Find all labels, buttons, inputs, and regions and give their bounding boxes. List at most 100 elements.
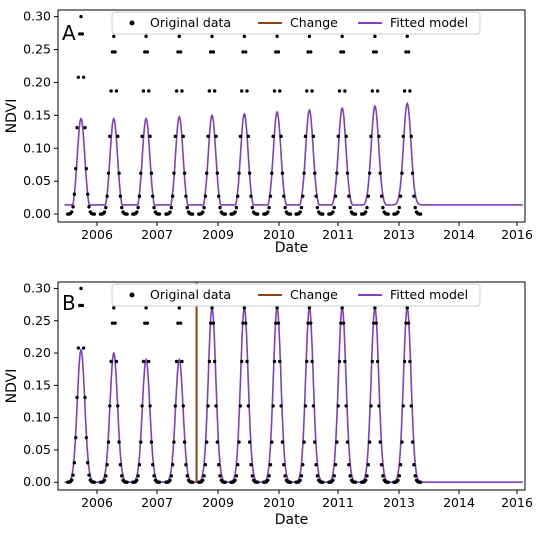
y-tick-label: 0.00 (23, 206, 51, 221)
original-data-point (271, 404, 275, 408)
original-data-point (412, 194, 416, 198)
original-data-point (309, 321, 313, 325)
original-data-point (331, 210, 335, 214)
original-data-point (139, 440, 143, 444)
original-data-point (114, 359, 119, 364)
original-data-point (177, 34, 181, 39)
original-data-point (170, 462, 175, 467)
original-data-point (202, 205, 206, 210)
original-data-point (302, 440, 306, 444)
original-data-point (245, 89, 249, 93)
original-data-point (396, 210, 400, 214)
original-data-point (218, 474, 222, 478)
original-data-point (365, 474, 369, 478)
original-data-point (136, 474, 140, 478)
original-data-point (343, 89, 347, 93)
original-data-point (337, 89, 342, 93)
panel-letter-b: B (62, 291, 76, 315)
original-data-point (211, 50, 216, 54)
original-data-point (282, 462, 286, 467)
original-data-point (149, 440, 154, 444)
original-data-point (405, 306, 409, 310)
original-data-point (250, 474, 255, 478)
original-data-point (418, 212, 423, 216)
original-data-point (92, 212, 96, 216)
original-data-point (241, 321, 245, 325)
original-data-point (80, 303, 85, 308)
original-data-point (75, 395, 79, 400)
original-data-point (125, 212, 129, 216)
original-data-point (223, 480, 228, 484)
original-data-point (311, 404, 316, 408)
original-data-point (172, 440, 176, 444)
original-data-point (216, 194, 221, 198)
original-data-point (180, 89, 184, 93)
original-data-point (313, 171, 317, 175)
original-data-point (396, 478, 400, 483)
y-tick-label: 0.05 (23, 173, 51, 188)
original-data-point (268, 462, 273, 467)
original-data-point (363, 210, 368, 214)
original-data-point (206, 134, 210, 139)
original-data-point (211, 321, 216, 325)
original-data-point (410, 440, 415, 444)
original-data-point (378, 440, 382, 444)
original-data-point (109, 89, 113, 93)
x-tick-label: 2016 (501, 227, 533, 242)
original-data-point (267, 205, 271, 210)
original-data-point (238, 134, 243, 139)
original-data-point (280, 440, 285, 444)
original-data-point (341, 50, 346, 54)
original-data-point (236, 194, 240, 198)
original-data-point (120, 474, 124, 478)
original-data-point (410, 171, 415, 175)
original-data-point (315, 205, 320, 210)
original-data-point (72, 192, 77, 196)
original-data-point (170, 194, 175, 198)
original-data-point (102, 478, 107, 483)
x-tick-label: 2016 (501, 495, 533, 510)
original-data-point (401, 134, 405, 139)
original-data-point (243, 50, 248, 54)
original-data-point (79, 14, 83, 19)
original-data-point (190, 212, 195, 216)
original-data-point (404, 321, 408, 325)
original-data-point (238, 404, 243, 408)
original-data-point (353, 212, 358, 216)
original-data-point (174, 359, 179, 364)
original-data-point (87, 473, 91, 477)
original-data-point (174, 89, 179, 93)
original-data-point (152, 205, 156, 210)
original-data-point (337, 359, 342, 364)
original-data-point (345, 440, 350, 444)
original-data-point (280, 171, 285, 175)
original-data-point (135, 210, 139, 214)
original-data-point (305, 359, 309, 364)
x-axis-label: Date (275, 240, 308, 256)
original-data-point (377, 404, 381, 408)
original-data-point (117, 440, 121, 444)
original-data-point (247, 440, 252, 444)
original-data-point (307, 306, 312, 310)
original-data-point (214, 134, 218, 139)
original-data-point (216, 462, 221, 467)
original-data-point (83, 395, 87, 400)
original-data-point (336, 134, 340, 139)
x-tick-label: 2011 (322, 495, 354, 510)
original-data-point (288, 480, 293, 484)
original-data-point (207, 359, 212, 364)
original-data-point (180, 359, 184, 364)
original-data-point (303, 134, 308, 139)
original-data-point (125, 480, 129, 484)
original-data-point (77, 303, 82, 308)
original-data-point (374, 50, 378, 54)
original-data-point (310, 89, 314, 93)
original-data-point (177, 306, 181, 310)
original-data-point (377, 134, 381, 139)
original-data-point (207, 89, 212, 93)
original-data-point (276, 50, 281, 54)
original-data-point (203, 462, 208, 467)
original-data-point (84, 435, 89, 440)
original-data-point (282, 194, 286, 198)
original-data-point (378, 171, 382, 175)
